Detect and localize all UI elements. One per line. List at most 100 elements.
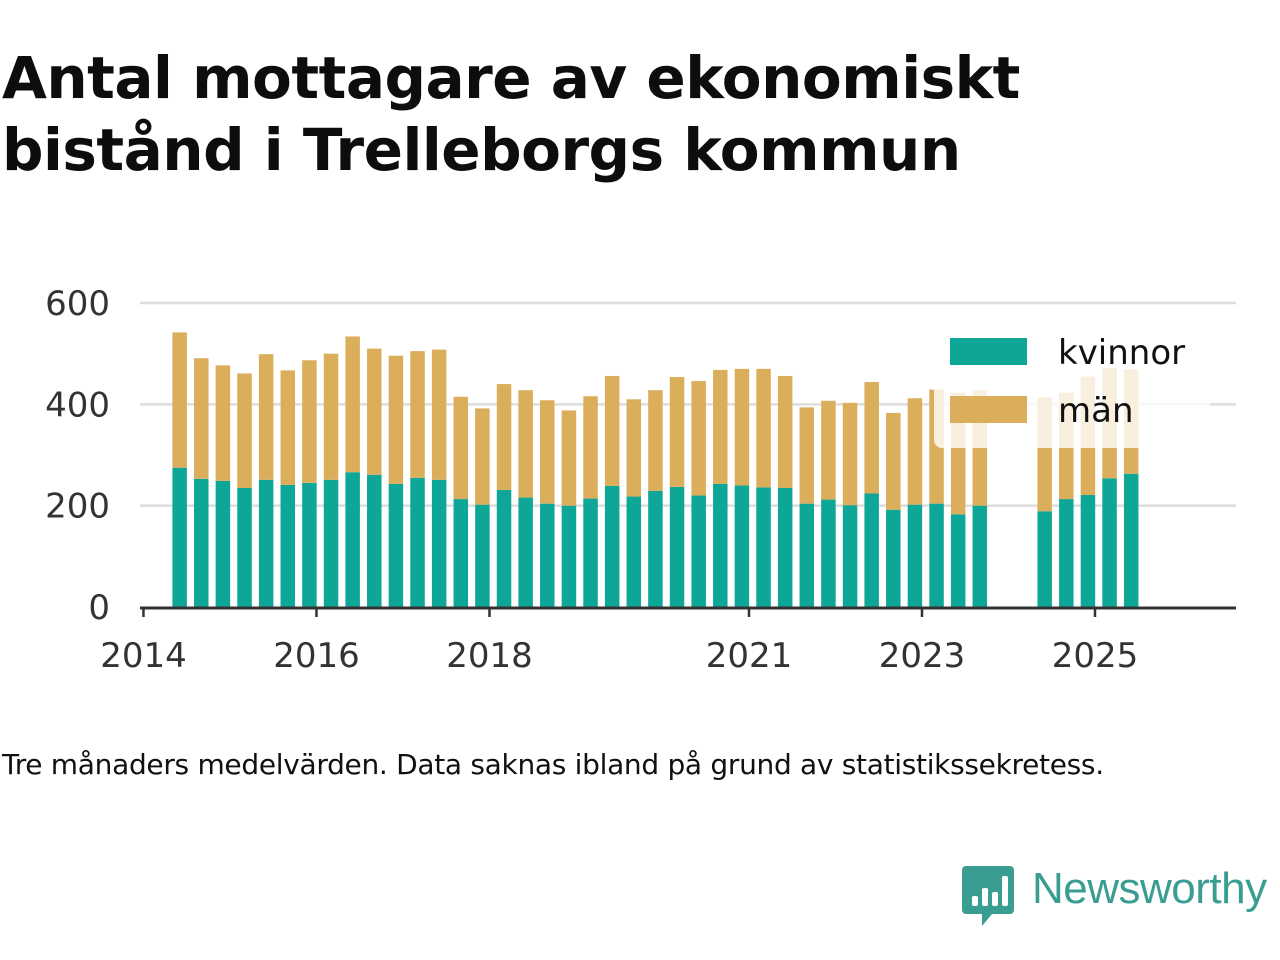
bar-kvinnor [907,504,923,607]
legend-swatch [950,396,1027,423]
bar-man [475,408,490,505]
bar-man [496,384,512,490]
bar-man [388,355,404,484]
x-tick-label: 2021 [706,636,793,676]
bar-kvinnor [669,486,685,607]
bar-kvinnor [388,483,404,607]
bar-kvinnor [453,499,469,607]
bar-kvinnor [1059,499,1074,607]
bar-kvinnor [1123,473,1139,607]
bar-kvinnor [280,484,296,607]
x-tick-label: 2023 [879,636,966,676]
bar-kvinnor [756,487,771,607]
y-tick-label: 400 [45,385,110,425]
bar-man [756,368,771,488]
x-tick-label: 2018 [446,636,533,676]
y-tick-label: 0 [88,588,110,628]
bar-kvinnor [799,503,815,607]
bar-kvinnor [842,505,858,607]
bar-man [886,412,901,510]
bar-man [626,399,642,497]
bar-kvinnor [215,480,231,607]
y-tick-label: 200 [45,487,110,527]
bar-man [583,396,598,499]
bar-kvinnor [886,509,901,607]
bar-kvinnor [237,487,252,607]
bar-man [280,370,296,485]
legend: kvinnor män [934,316,1210,448]
bar-kvinnor [496,489,512,607]
brand-name: Newsworthy [1032,864,1267,913]
bar-kvinnor [864,493,879,607]
bar-man [302,360,317,483]
bar-man [799,407,815,504]
bar-kvinnor [929,503,944,607]
bar-man [194,358,209,479]
bar-man [215,365,231,481]
bar-man [258,354,274,480]
chart-title: Antal mottagare av ekonomiskt bistånd i … [2,44,1020,184]
bar-man [367,348,382,475]
bar-man [713,369,728,484]
bar-man [907,398,923,505]
bar-kvinnor [431,479,447,607]
y-tick-label: 600 [45,284,110,324]
bar-man [172,332,187,468]
bar-man [540,400,555,504]
bar-man [237,373,252,488]
x-tick-label: 2014 [100,636,187,676]
bar-kvinnor [410,477,425,607]
x-axis: 2014 2016 2018 2021 2023 2025 [100,606,1236,676]
bar-kvinnor [713,483,728,607]
bar-kvinnor [1102,478,1117,607]
bar-kvinnor [604,485,620,607]
bar-kvinnor [323,479,339,607]
bar-man [604,375,620,486]
bar-kvinnor [821,499,836,607]
bar-kvinnor [1037,511,1052,607]
legend-label: kvinnor [1058,333,1185,373]
bar-man [777,375,793,488]
bar-kvinnor [561,505,577,607]
newsworthy-logo-icon [962,866,1014,926]
bar-kvinnor [475,504,490,607]
bar-kvinnor [302,482,317,607]
bar-man [410,351,425,478]
bar-kvinnor [583,498,598,607]
bar-man [431,349,447,480]
bar-kvinnor [777,487,793,607]
x-tick-label: 2025 [1052,636,1139,676]
bar-man [518,390,533,498]
bar-kvinnor [540,503,555,607]
bar-kvinnor [626,496,642,607]
bar-man [561,410,577,506]
bar-man [345,336,360,473]
bar-man [648,390,663,491]
bar-man [323,353,339,480]
bar-kvinnor [367,474,382,607]
bar-man [734,368,750,486]
bar-kvinnor [172,467,187,607]
bars [172,332,1139,607]
chart-footnote: Tre månaders medelvärden. Data saknas ib… [2,748,1104,781]
legend-label: män [1058,391,1134,431]
x-tick-label: 2016 [273,636,360,676]
legend-swatch [950,338,1027,365]
stacked-bar-chart: 0 200 400 600 2014 2016 2018 2021 2023 2025 kvin… [45,284,1236,676]
bar-kvinnor [648,490,663,607]
bar-man [669,376,685,487]
bar-kvinnor [972,505,988,607]
bar-kvinnor [1080,495,1096,607]
bar-man [864,382,879,494]
bar-man [453,396,469,500]
bar-kvinnor [518,497,533,607]
bar-man [691,381,706,496]
bar-man [821,400,836,500]
bar-kvinnor [734,485,750,607]
bar-kvinnor [691,495,706,607]
bar-man [842,402,858,506]
bar-kvinnor [950,514,966,607]
bar-kvinnor [258,479,274,607]
bar-kvinnor [194,478,209,607]
y-axis-tick-labels: 0 200 400 600 [45,284,110,628]
